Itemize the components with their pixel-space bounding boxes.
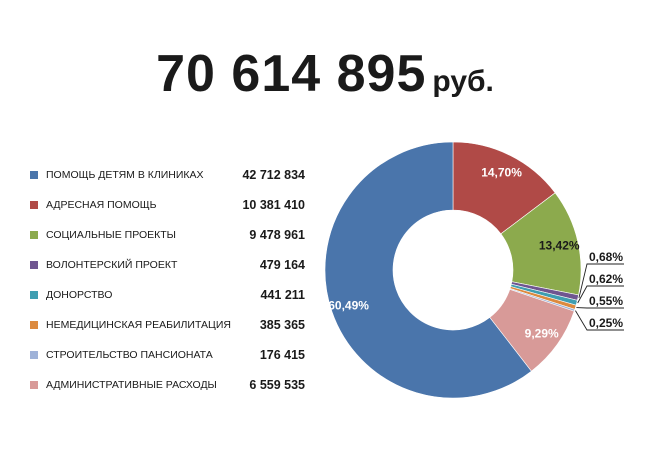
chart-legend: ПОМОЩЬ ДЕТЯМ В КЛИНИКАХ 42 712 834 АДРЕСНА… — [30, 160, 305, 400]
legend-label: АДМИНИСТРАТИВНЫЕ РАСХОДЫ — [46, 379, 217, 391]
percent-label: 60,49% — [328, 299, 369, 313]
leader-line — [577, 285, 624, 304]
percent-label: 13,42% — [539, 239, 580, 253]
legend-value: 479 164 — [259, 258, 305, 272]
legend-item: АДМИНИСТРАТИВНЫЕ РАСХОДЫ 6 559 535 — [30, 370, 305, 400]
legend-value: 176 415 — [259, 348, 305, 362]
legend-swatch — [30, 321, 38, 329]
percent-label: 0,62% — [589, 272, 623, 286]
legend-swatch — [30, 171, 38, 179]
percent-label: 0,68% — [589, 250, 623, 264]
legend-label: СТРОИТЕЛЬСТВО ПАНСИОНАТА — [46, 349, 213, 361]
percent-label: 0,25% — [589, 316, 623, 330]
donut-slice — [324, 141, 532, 399]
legend-item: НЕМЕДИЦИНСКАЯ РЕАБИЛИТАЦИЯ 385 365 — [30, 310, 305, 340]
legend-value: 6 559 535 — [249, 378, 305, 392]
legend-item: ПОМОЩЬ ДЕТЯМ В КЛИНИКАХ 42 712 834 — [30, 160, 305, 190]
legend-swatch — [30, 261, 38, 269]
legend-item: ДОНОРСТВО 441 211 — [30, 280, 305, 310]
percent-label: 0,55% — [589, 294, 623, 308]
legend-value: 385 365 — [259, 318, 305, 332]
legend-swatch — [30, 291, 38, 299]
legend-label: АДРЕСНАЯ ПОМОЩЬ — [46, 199, 157, 211]
legend-item: АДРЕСНАЯ ПОМОЩЬ 10 381 410 — [30, 190, 305, 220]
legend-label: СОЦИАЛЬНЫЕ ПРОЕКТЫ — [46, 229, 176, 241]
legend-swatch — [30, 381, 38, 389]
legend-swatch — [30, 231, 38, 239]
legend-label: ПОМОЩЬ ДЕТЯМ В КЛИНИКАХ — [46, 169, 204, 181]
legend-item: ВОЛОНТЕРСКИЙ ПРОЕКТ 479 164 — [30, 250, 305, 280]
legend-item: СТРОИТЕЛЬСТВО ПАНСИОНАТА 176 415 — [30, 340, 305, 370]
legend-value: 42 712 834 — [242, 168, 305, 182]
percent-label: 14,70% — [481, 165, 522, 179]
legend-label: ДОНОРСТВО — [46, 289, 113, 301]
legend-label: ВОЛОНТЕРСКИЙ ПРОЕКТ — [46, 259, 178, 271]
legend-value: 10 381 410 — [242, 198, 305, 212]
total-amount: 70 614 895 — [156, 45, 427, 103]
leader-line — [578, 263, 624, 298]
legend-value: 9 478 961 — [249, 228, 305, 242]
legend-swatch — [30, 351, 38, 359]
percent-label: 9,29% — [525, 326, 559, 340]
total-amount-heading: 70 614 895 руб. — [0, 44, 650, 104]
leader-line — [575, 310, 624, 331]
total-unit: руб. — [432, 65, 494, 98]
legend-value: 441 211 — [260, 288, 306, 302]
legend-label: НЕМЕДИЦИНСКАЯ РЕАБИЛИТАЦИЯ — [46, 319, 231, 331]
legend-swatch — [30, 201, 38, 209]
legend-item: СОЦИАЛЬНЫЕ ПРОЕКТЫ 9 478 961 — [30, 220, 305, 250]
